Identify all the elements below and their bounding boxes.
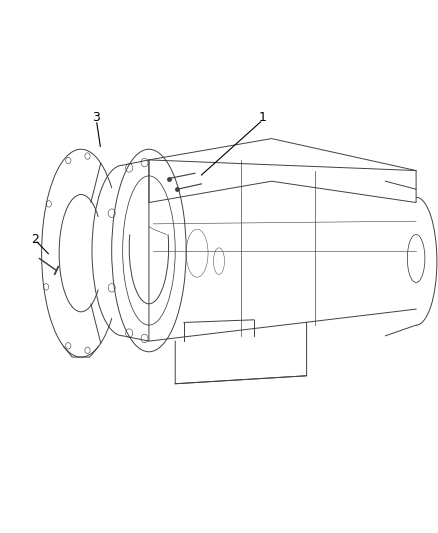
Text: 3: 3 xyxy=(92,111,100,124)
Text: 1: 1 xyxy=(259,111,267,124)
Text: 2: 2 xyxy=(31,233,39,246)
